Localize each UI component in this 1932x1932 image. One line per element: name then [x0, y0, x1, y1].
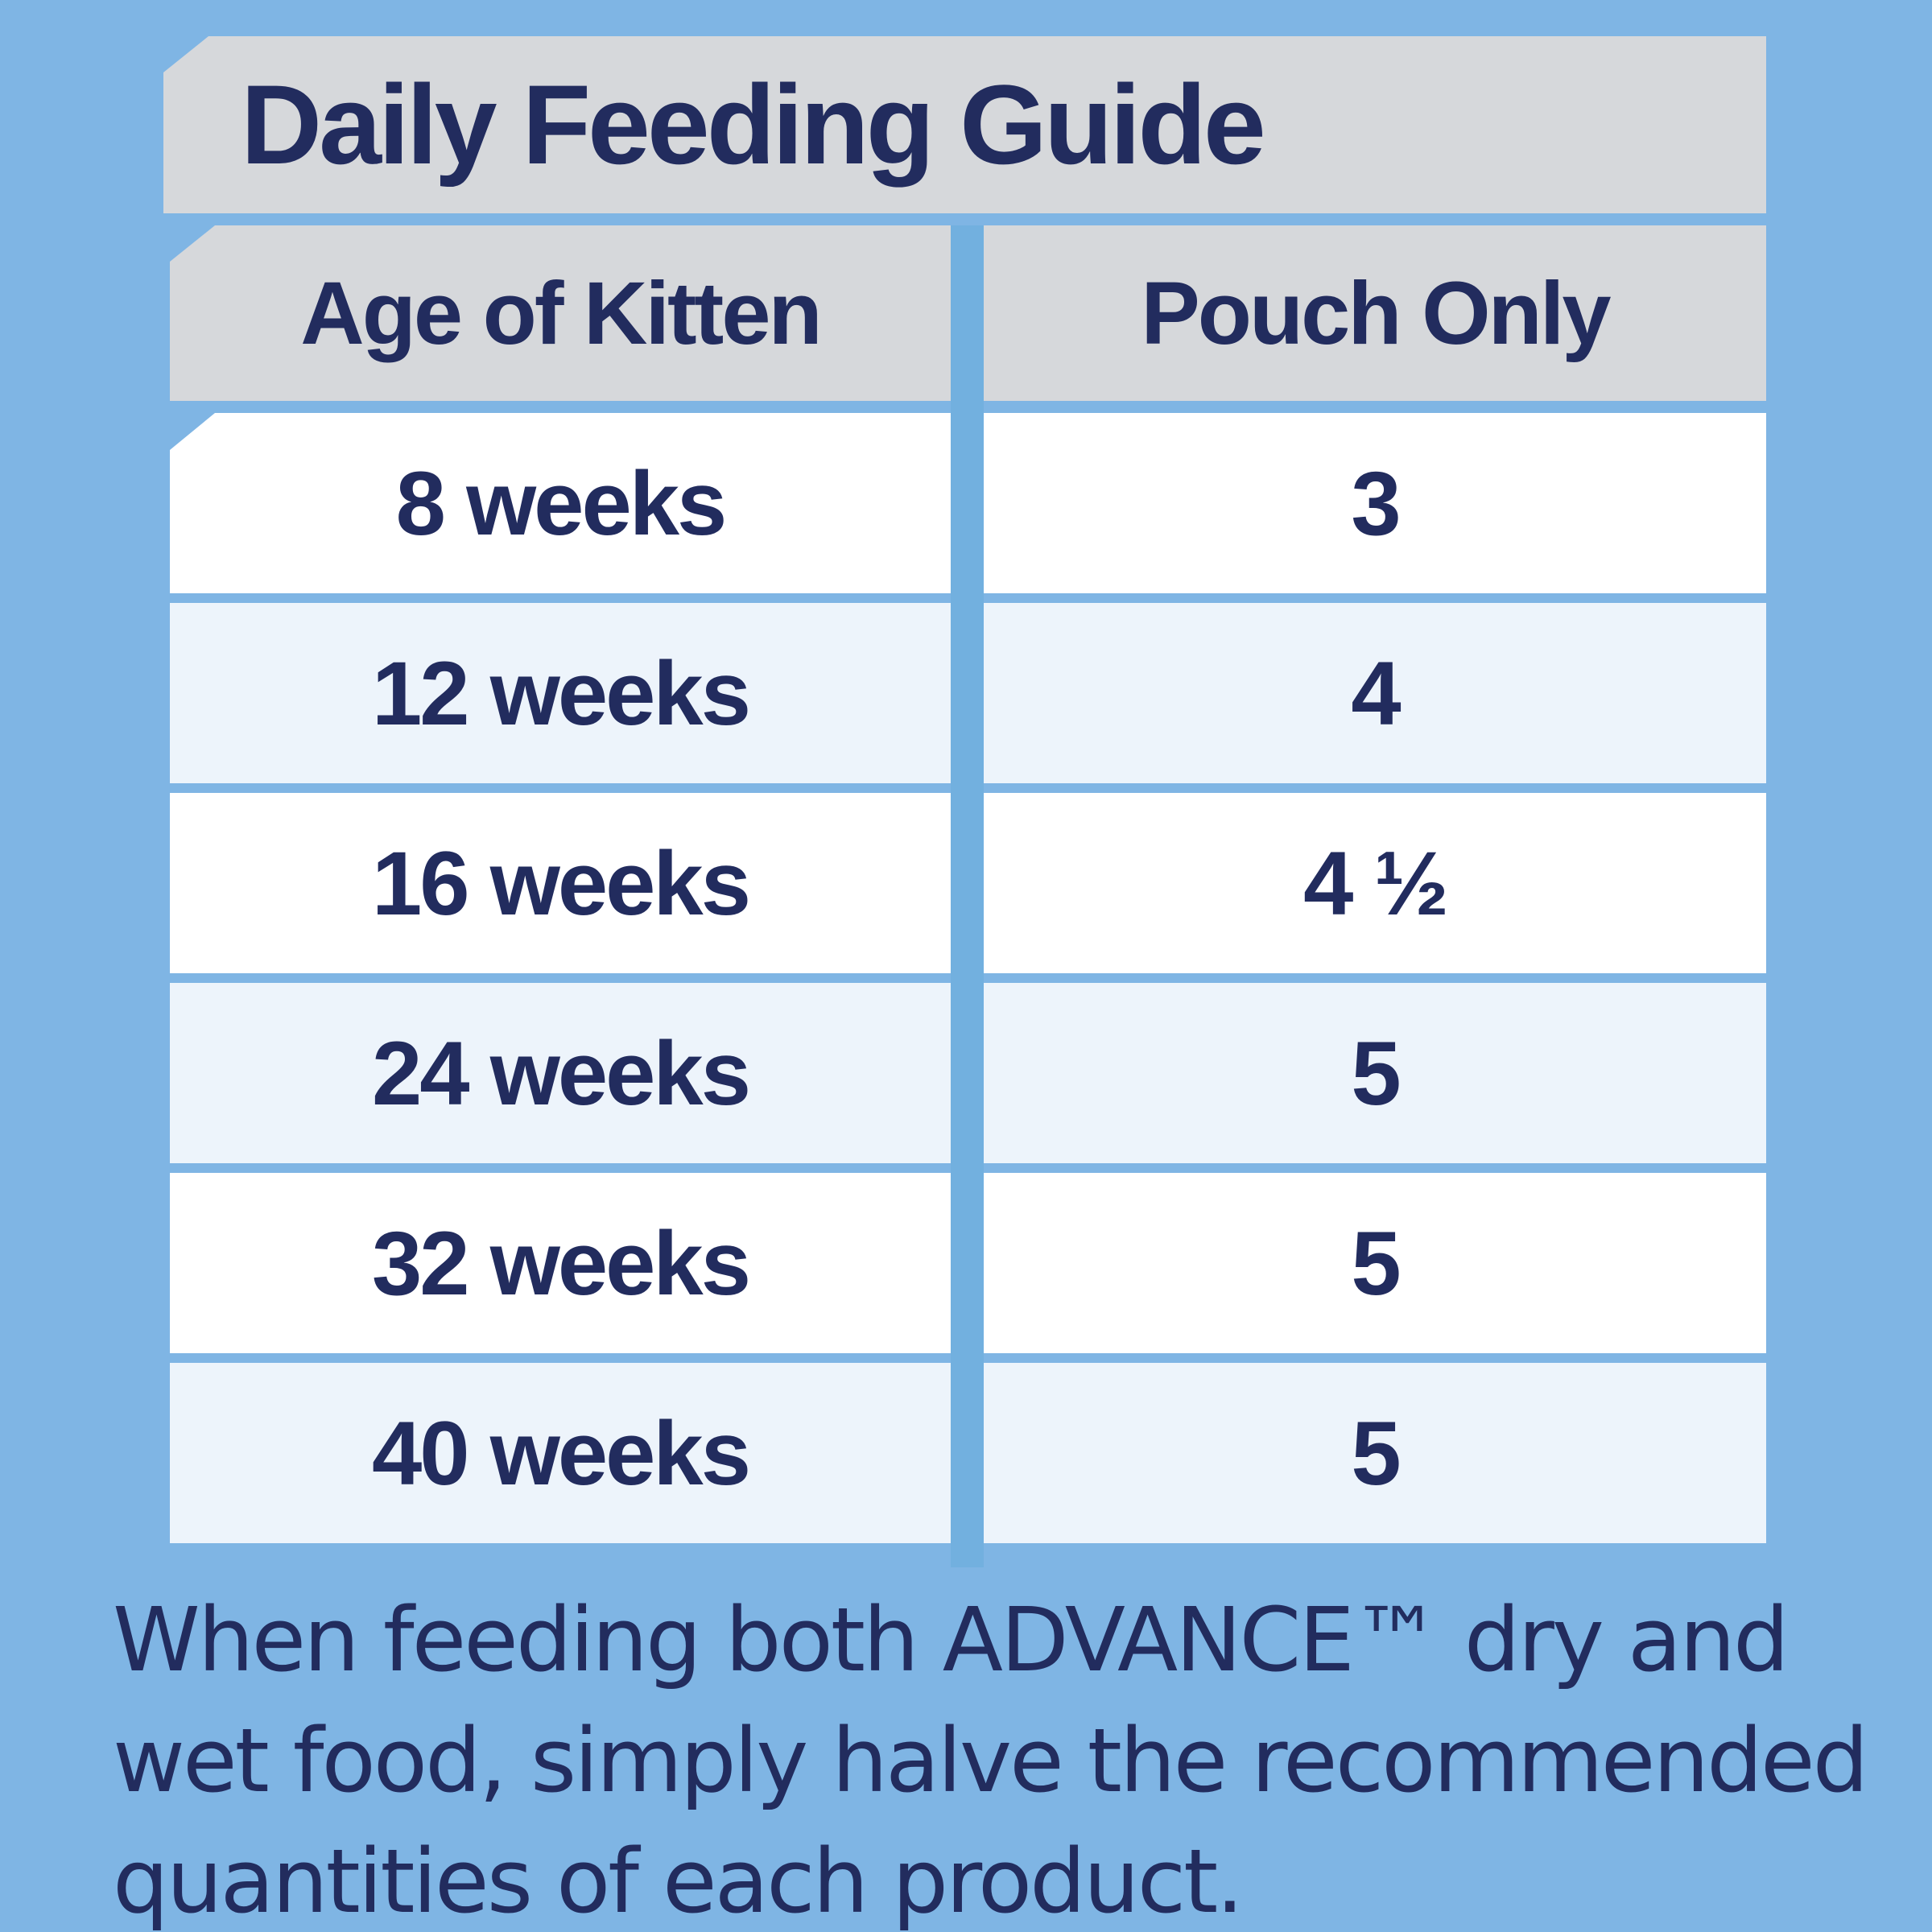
- footnote-line: wet food, simply halve the recommended: [113, 1709, 1869, 1812]
- table-row: 24 weeks 5: [170, 983, 1766, 1163]
- footnote-line: When feeding both ADVANCE™ dry and: [113, 1588, 1790, 1691]
- column-header-pouch-label: Pouch Only: [1141, 263, 1611, 363]
- age-cell: 32 weeks: [170, 1173, 951, 1353]
- age-cell: 12 weeks: [170, 603, 951, 783]
- table-row: 40 weeks 5: [170, 1363, 1766, 1543]
- pouch-cell: 4 ½: [984, 793, 1766, 973]
- pouch-cell: 4: [984, 603, 1766, 783]
- column-header-age: Age of Kitten: [170, 225, 951, 401]
- age-cell: 8 weeks: [170, 413, 951, 593]
- age-cell: 24 weeks: [170, 983, 951, 1163]
- column-header-age-label: Age of Kitten: [300, 263, 822, 363]
- footnote-line: quantities of each product.: [113, 1830, 1244, 1932]
- pouch-cell: 5: [984, 983, 1766, 1163]
- age-cell: 16 weeks: [170, 793, 951, 973]
- table-body: 8 weeks 3 12 weeks 4 16 weeks 4 ½ 24 wee…: [170, 413, 1766, 1543]
- table-header-row: Age of Kitten Pouch Only: [170, 225, 1766, 401]
- pouch-cell: 3: [984, 413, 1766, 593]
- title-banner: Daily Feeding Guide: [163, 36, 1766, 213]
- pouch-cell: 5: [984, 1363, 1766, 1543]
- table-row: 12 weeks 4: [170, 603, 1766, 783]
- pouch-cell: 5: [984, 1173, 1766, 1353]
- footnote: When feeding both ADVANCE™ dry and wet f…: [113, 1579, 1900, 1932]
- page-title: Daily Feeding Guide: [241, 61, 1266, 188]
- table-row: 32 weeks 5: [170, 1173, 1766, 1353]
- table-row: 8 weeks 3: [170, 413, 1766, 593]
- column-header-pouch: Pouch Only: [984, 225, 1766, 401]
- column-divider: [951, 225, 984, 1567]
- age-cell: 40 weeks: [170, 1363, 951, 1543]
- table-row: 16 weeks 4 ½: [170, 793, 1766, 973]
